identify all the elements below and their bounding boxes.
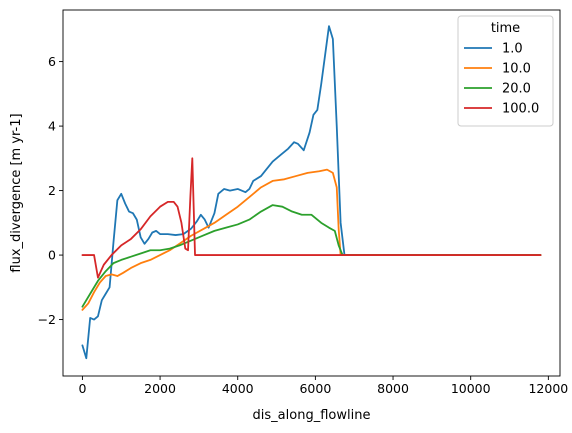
x-tick-label: 10000 (451, 381, 491, 396)
ticks-layer: 0 2000 4000 6000 8000 10000 12000 −2 0 2 4 6 (38, 54, 569, 396)
y-tick-label: 0 (48, 248, 56, 263)
series-layer (81, 25, 542, 360)
legend-label: 1.0 (502, 42, 523, 57)
y-tick-label: −2 (38, 312, 56, 327)
x-tick-label: 12000 (528, 381, 568, 396)
y-tick-label: 4 (48, 119, 56, 134)
legend-label: 10.0 (502, 62, 531, 77)
legend-label: 100.0 (502, 102, 539, 117)
series-line-10-0 (81, 168, 542, 311)
legend-label: 20.0 (502, 82, 531, 97)
x-tick-label: 4000 (222, 381, 254, 396)
legend-title: time (491, 21, 520, 36)
y-tick-label: 2 (48, 183, 56, 198)
series-line-100-0 (81, 157, 542, 279)
y-axis-title: flux_divergence [m yr-1] (9, 113, 24, 272)
series-line-20-0 (81, 204, 542, 308)
legend: time 1.0 10.0 20.0 100.0 (457, 15, 554, 127)
series-line-1-0 (81, 25, 542, 360)
x-axis-title: dis_along_flowline (253, 408, 371, 423)
y-tick-label: 6 (48, 54, 56, 69)
plot-frame (62, 9, 561, 377)
x-tick-label: 0 (78, 381, 86, 396)
x-tick-label: 6000 (299, 381, 331, 396)
legend-box (457, 15, 554, 127)
x-tick-label: 8000 (377, 381, 409, 396)
x-tick-label: 2000 (144, 381, 176, 396)
